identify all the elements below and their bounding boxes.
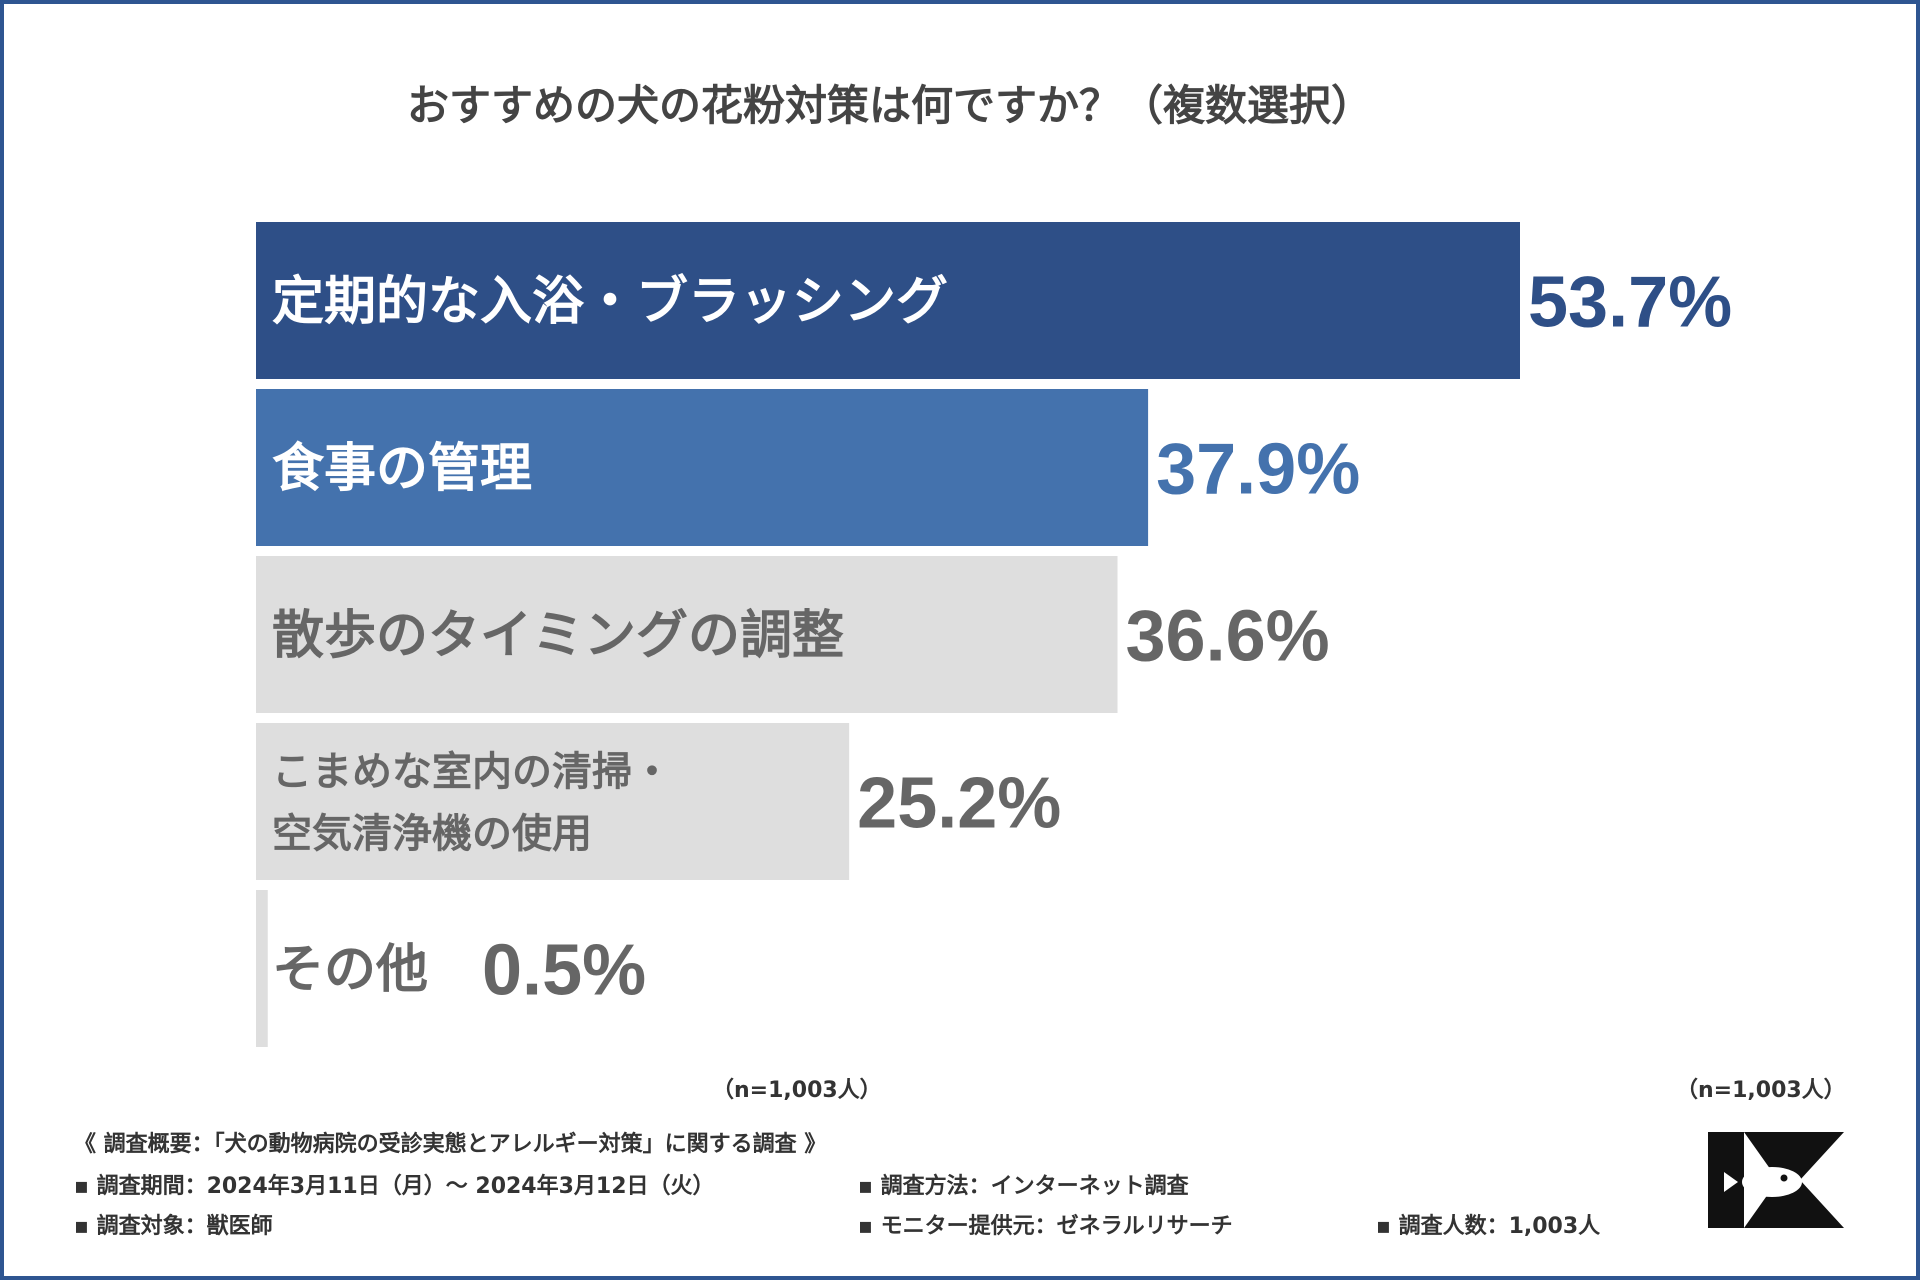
category-label-2: 食事の管理 [272, 439, 532, 499]
sample-size-note: （n=1,003人） [712, 1078, 882, 1103]
survey-method: ▪ 調査方法：インターネット調査 [858, 1174, 1189, 1199]
bar-4 [256, 723, 850, 880]
survey-provider: ▪ モニター提供元：ゼネラルリサーチ [858, 1214, 1233, 1239]
bar-3 [256, 556, 1118, 713]
category-label-4: こまめな室内の清掃・空気清浄機の使用 [272, 749, 672, 857]
survey-count: ▪ 調査人数：1,003人 [1376, 1214, 1601, 1239]
value-label-5: 0.5% [482, 930, 646, 1010]
category-label-1: 定期的な入浴・ブラッシング [272, 272, 948, 332]
brand-logo-icon [1708, 1132, 1844, 1228]
survey-period: ▪ 調査期間：2024年3月11日（月）～ 2024年3月12日（火） [74, 1174, 715, 1199]
bar-chart: 定期的な入浴・ブラッシング 53.7% 食事の管理 37.9% 散歩のタイミングの調整 3… [256, 222, 1732, 1047]
survey-heading: 《 調査概要：「犬の動物病院の受診実態とアレルギー対策」に関する調査 》 [74, 1132, 827, 1157]
value-label-3: 36.6% [1125, 596, 1329, 676]
sample-size-note-right: （n=1,003人） [1676, 1078, 1846, 1103]
category-label-5: その他 [272, 940, 428, 1000]
chart-title: おすすめの犬の花粉対策は何ですか？（複数選択） [406, 81, 1373, 130]
bar-2 [256, 389, 1149, 546]
bar-1 [256, 222, 1520, 379]
value-label-1: 53.7% [1528, 262, 1732, 342]
bar-5 [256, 890, 268, 1047]
value-label-2: 37.9% [1156, 429, 1360, 509]
survey-target: ▪ 調査対象：獣医師 [74, 1214, 273, 1239]
category-label-3: 散歩のタイミングの調整 [272, 606, 844, 666]
value-label-4: 25.2% [857, 763, 1061, 843]
